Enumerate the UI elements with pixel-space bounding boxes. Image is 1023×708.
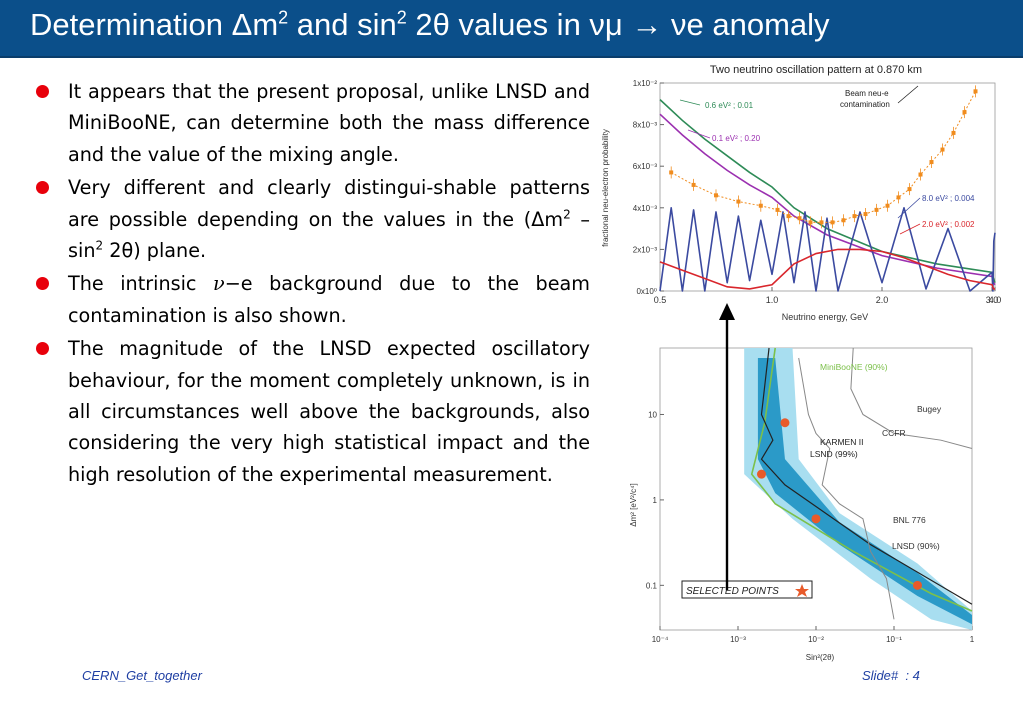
- star-icon: [795, 584, 809, 597]
- footer-left: CERN_Get_together: [82, 668, 202, 683]
- lsnd-90-band: [757, 358, 972, 625]
- slide-title: Determination Δm2 and sin2 2θ values in …: [30, 7, 830, 42]
- title-bar: Determination Δm2 and sin2 2θ values in …: [0, 0, 1023, 58]
- x-tick-label: 10⁻⁴: [652, 635, 669, 644]
- chart1-xlabel: Neutrino energy, GeV: [782, 312, 868, 322]
- label-8: 8.0 eV² ; 0.004: [922, 194, 975, 203]
- data-point: [973, 89, 978, 94]
- leader-line: [897, 197, 921, 219]
- data-point: [863, 212, 868, 217]
- curve-label: LSND (99%): [810, 449, 858, 459]
- x-tick-label: 10⁻²: [808, 635, 824, 644]
- y-tick-label: 10: [648, 410, 657, 419]
- label-beam-2: contamination: [840, 100, 890, 109]
- bnl-curve: [798, 357, 895, 620]
- bullet-list: It appears that the present proposal, un…: [34, 76, 590, 492]
- data-point: [841, 218, 846, 223]
- label-2: 2.0 eV² ; 0.002: [922, 220, 975, 229]
- data-point: [775, 207, 780, 212]
- y-tick-label: 1: [653, 496, 658, 505]
- label-beam-1: Beam neu-e: [845, 89, 889, 98]
- chart1-ylabel: fractional neu-electron probability: [601, 129, 610, 247]
- curve-label: Bugey: [917, 404, 942, 414]
- selected-point: [780, 418, 790, 428]
- x-tick-label: 0.5: [654, 295, 667, 305]
- label-01: 0.1 eV² ; 0.20: [712, 134, 761, 143]
- chart1-frame: [659, 82, 996, 292]
- x-tick-label: 1.0: [766, 295, 779, 305]
- data-point: [885, 203, 890, 208]
- bullet-dot: [36, 181, 49, 195]
- bullet-item: The magnitude of the LNSD expected oscil…: [34, 333, 590, 490]
- curve-label: LNSD (90%): [892, 541, 940, 551]
- data-point: [962, 110, 967, 115]
- curve-label: CCFR: [882, 428, 906, 438]
- data-point: [830, 220, 835, 225]
- data-point: [896, 195, 901, 200]
- curve-label: BNL 776: [893, 515, 926, 525]
- y-tick-label: 8x10⁻³: [633, 121, 658, 130]
- leader-line: [899, 223, 921, 235]
- bullet-item: The intrinsic ν−e background due to the …: [34, 268, 590, 331]
- bullet-dot: [36, 342, 49, 356]
- bullet-item: Very different and clearly distingui-sha…: [34, 172, 590, 266]
- label-06: 0.6 eV² ; 0.01: [705, 101, 754, 110]
- selected-point: [912, 580, 922, 590]
- series-8ev: [659, 207, 996, 292]
- data-point: [951, 130, 956, 135]
- curve-label: KARMEN II: [820, 437, 863, 447]
- y-tick-label: 0.1: [646, 581, 658, 590]
- bugey-curve: [850, 347, 973, 449]
- data-point: [808, 220, 813, 225]
- selected-points-label: SELECTED POINTS: [686, 586, 779, 597]
- exclusion-chart: 10⁻⁴ 10⁻³ 10⁻² 10⁻¹ 1 10 1 0.1 MiniBooNE (90%) KA…: [630, 347, 975, 662]
- data-point: [918, 172, 923, 177]
- x-tick-label: 2.0: [876, 295, 889, 305]
- chart1-title: Two neutrino oscillation pattern at 0.87…: [710, 64, 922, 76]
- oscillation-chart: Two neutrino oscillation pattern at 0.87…: [601, 64, 1002, 322]
- data-point: [874, 207, 879, 212]
- footer-right: Slide# : 4: [862, 668, 920, 683]
- selected-point: [756, 469, 766, 479]
- data-point: [691, 182, 696, 187]
- leader-line: [679, 99, 701, 106]
- bullet-item: It appears that the present proposal, un…: [34, 76, 590, 170]
- y-tick-label: 4x10⁻³: [633, 204, 658, 213]
- data-point: [797, 216, 802, 221]
- chart2-ylabel: Δm² [eV²/c⁴]: [630, 483, 638, 526]
- series-line: [659, 248, 995, 290]
- x-tick-label: 1: [970, 635, 975, 644]
- y-tick-label: 6x10⁻³: [633, 162, 658, 171]
- y-tick-label: 1x10⁻²: [633, 79, 658, 88]
- data-point: [819, 220, 824, 225]
- data-point: [852, 214, 857, 219]
- bullet-dot: [36, 277, 49, 291]
- data-point: [758, 203, 763, 208]
- series-beam-contamination: [670, 91, 976, 223]
- data-point: [669, 170, 674, 175]
- selected-point: [811, 514, 821, 524]
- leader-line: [687, 129, 711, 139]
- data-point: [940, 147, 945, 152]
- data-point: [736, 199, 741, 204]
- data-point: [714, 193, 718, 198]
- x-tick-label: 10⁻¹: [886, 635, 902, 644]
- y-tick-label: 0x10⁰: [636, 287, 657, 296]
- bullet-dot: [36, 85, 49, 98]
- curve-label: MiniBooNE (90%): [820, 362, 888, 372]
- data-point: [907, 187, 912, 192]
- data-point: [929, 160, 934, 165]
- karmen-curve: [760, 347, 973, 605]
- x-tick-label: 4.0: [989, 295, 1002, 305]
- data-point: [786, 214, 791, 219]
- y-tick-label: 2x10⁻³: [633, 245, 658, 254]
- x-tick-label: 10⁻³: [730, 635, 746, 644]
- selected-points-box: [681, 580, 813, 599]
- chart2-xlabel: Sin²(2θ): [806, 653, 835, 662]
- leader-line: [897, 85, 919, 104]
- x-tick-label: 3.0: [986, 295, 999, 305]
